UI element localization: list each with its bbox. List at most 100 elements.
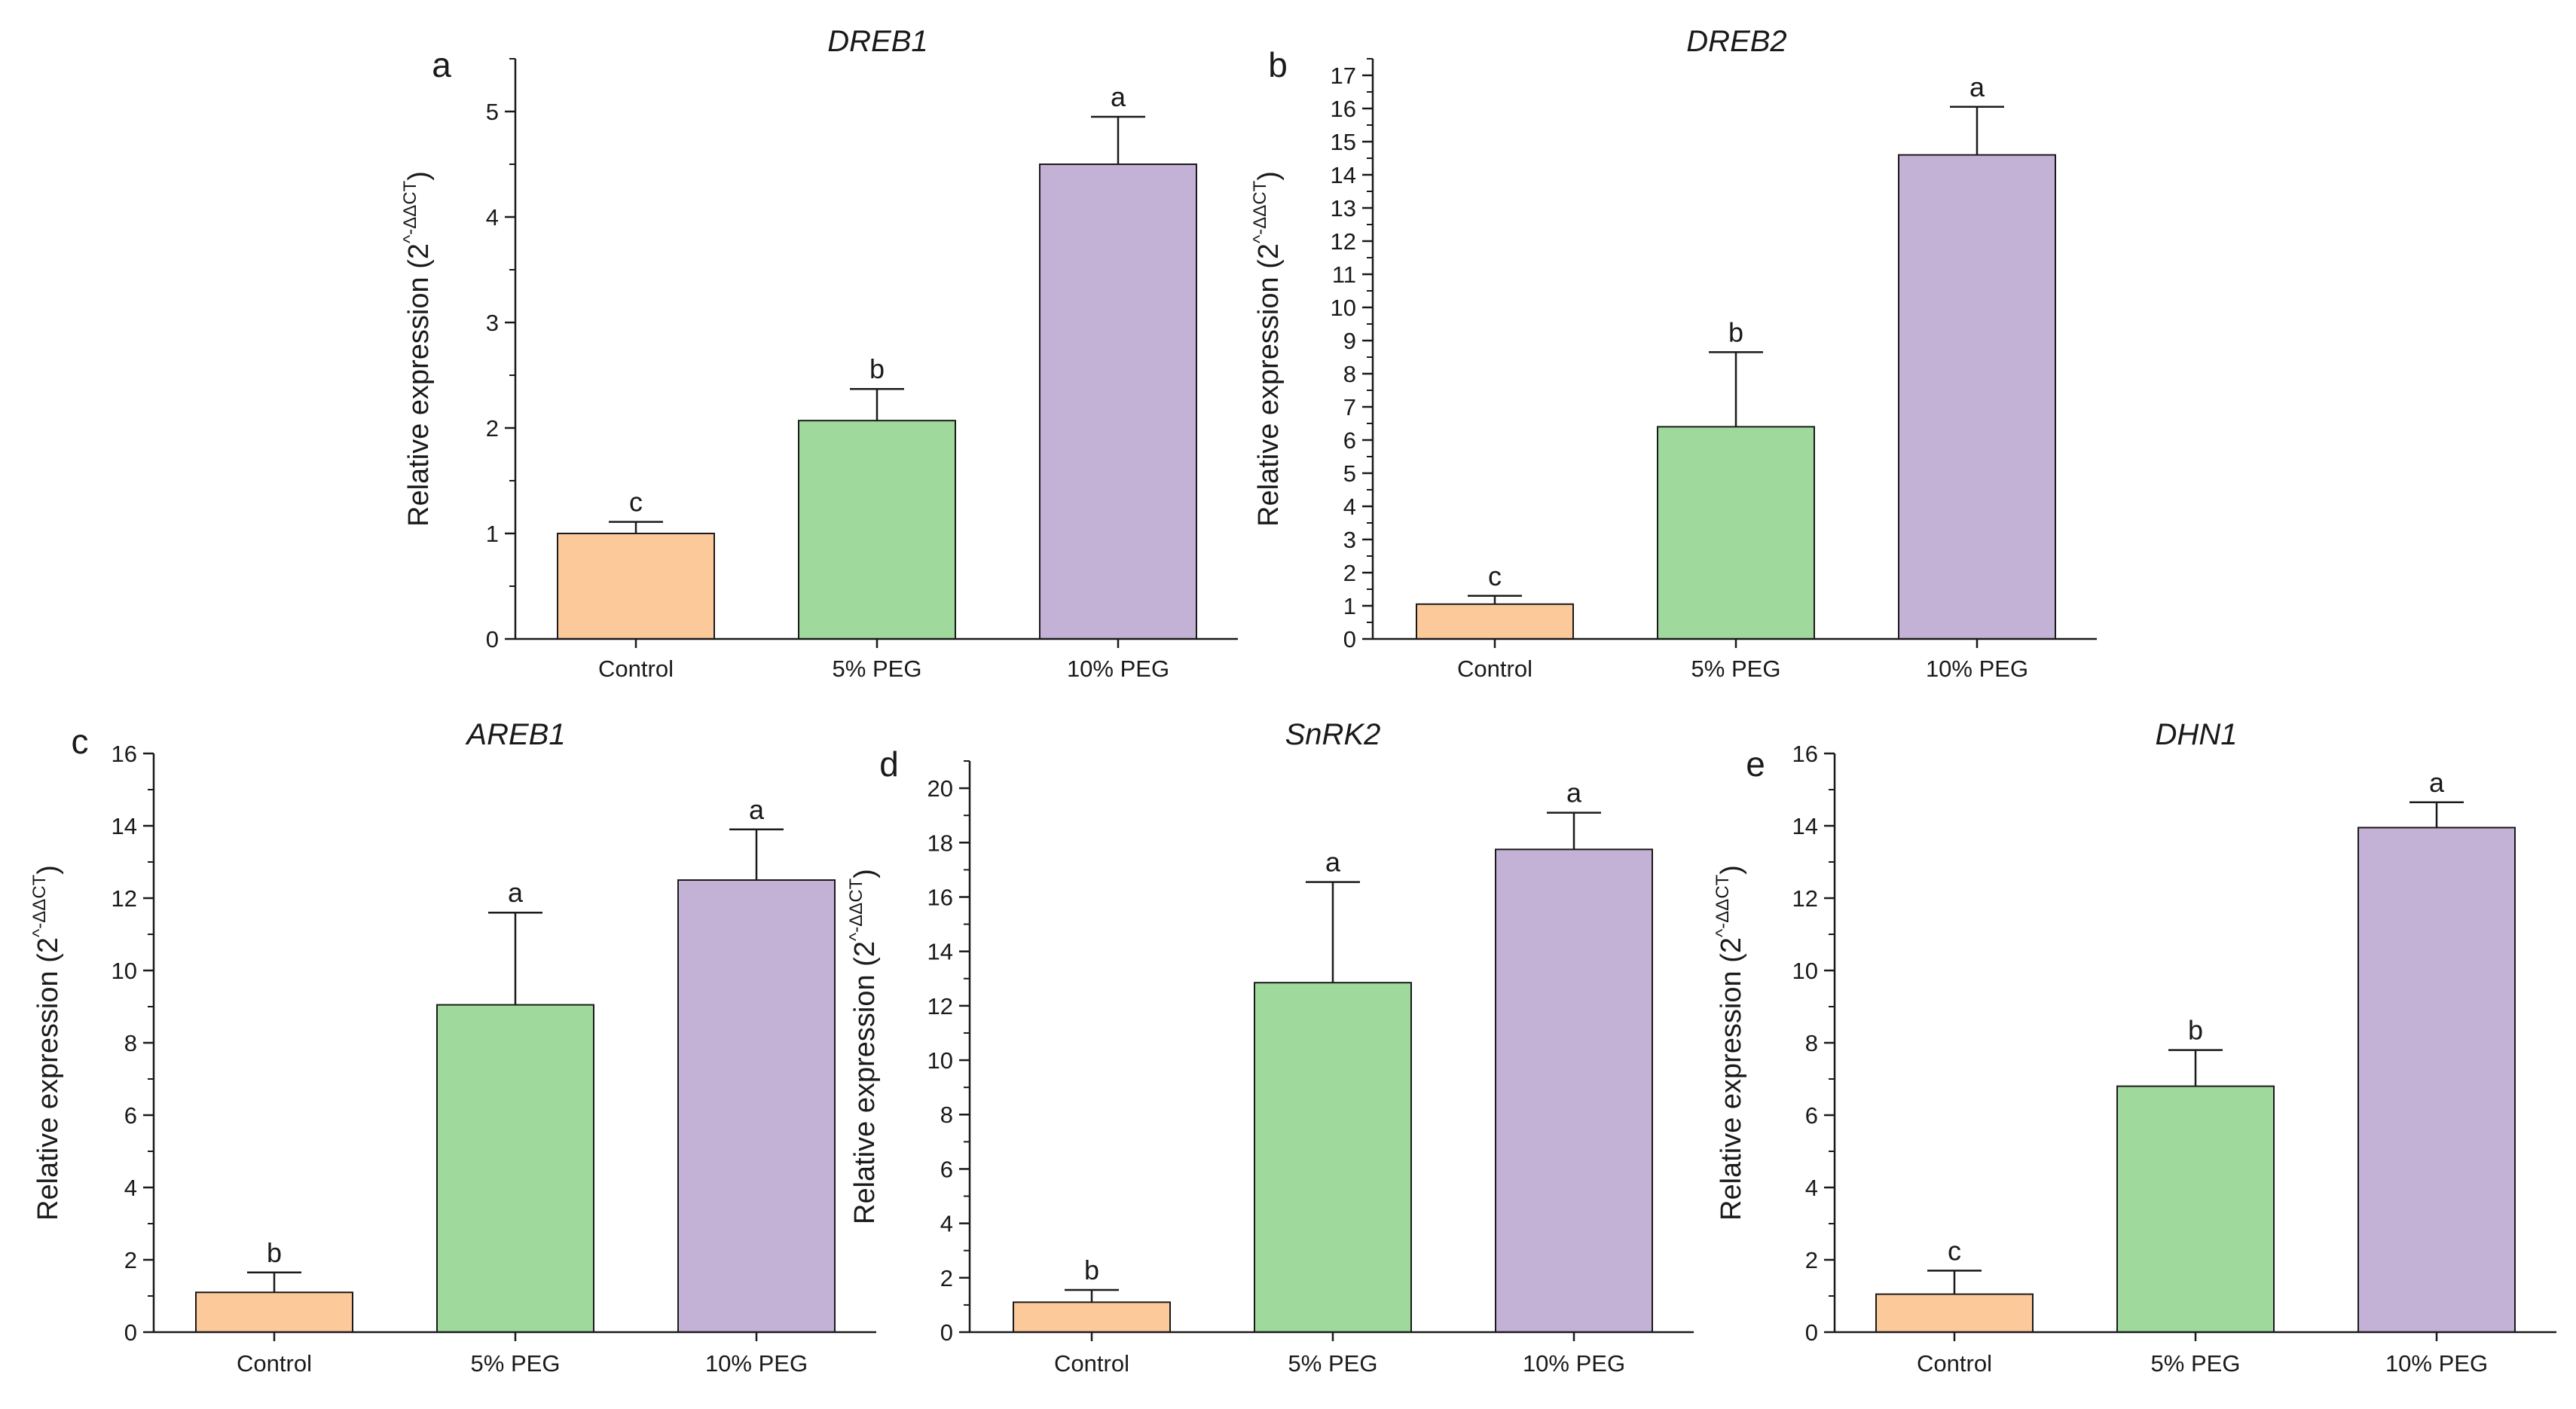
bar-peg5 bbox=[1657, 426, 1815, 640]
y-axis-label-superscript: ^-ΔΔCT bbox=[29, 874, 50, 937]
y-axis-label: Relative expression (2^-ΔΔCT) bbox=[846, 869, 881, 1224]
y-tick-label: 12 bbox=[1331, 228, 1356, 255]
y-tick-label: 4 bbox=[486, 204, 499, 231]
bar-control bbox=[1013, 1301, 1171, 1334]
bar-peg5 bbox=[1254, 982, 1412, 1333]
y-tick-label: 13 bbox=[1331, 195, 1356, 222]
chart-title: DREB1 bbox=[827, 25, 927, 58]
y-tick-label: 14 bbox=[1792, 813, 1818, 839]
category-label: 5% PEG bbox=[1288, 1350, 1378, 1377]
bar-peg10 bbox=[1495, 848, 1653, 1334]
panel-letter: a bbox=[432, 45, 451, 84]
y-tick-label: 12 bbox=[927, 993, 953, 1019]
y-tick-label: 9 bbox=[1343, 328, 1356, 354]
y-tick-label: 2 bbox=[124, 1247, 137, 1273]
y-axis-label-close: ) bbox=[403, 171, 435, 181]
y-axis-label-close: ) bbox=[849, 869, 881, 879]
y-tick-label: 8 bbox=[940, 1102, 953, 1128]
significance-letter: a bbox=[1111, 81, 1126, 112]
panel-letter: b bbox=[1268, 45, 1288, 84]
y-tick-label: 7 bbox=[1343, 394, 1356, 420]
y-tick-label: 6 bbox=[1805, 1102, 1818, 1129]
category-label: 10% PEG bbox=[705, 1350, 808, 1377]
panel-letter: e bbox=[1746, 744, 1765, 784]
y-tick-label: 2 bbox=[1805, 1247, 1818, 1273]
y-tick-label: 2 bbox=[1343, 560, 1356, 586]
category-label: 10% PEG bbox=[1926, 656, 2028, 682]
category-label: 10% PEG bbox=[1523, 1350, 1625, 1377]
bar-peg5 bbox=[798, 420, 956, 640]
significance-letter: c bbox=[629, 487, 643, 518]
bar-peg5 bbox=[436, 1004, 594, 1333]
y-tick-label: 20 bbox=[927, 775, 953, 802]
chart-title: SnRK2 bbox=[1285, 718, 1381, 751]
y-tick-label: 0 bbox=[1343, 626, 1356, 653]
category-label: Control bbox=[1457, 656, 1532, 682]
y-axis-label-text: Relative expression (2 bbox=[1716, 937, 1747, 1221]
significance-letter: a bbox=[1325, 847, 1341, 878]
bar-control bbox=[1416, 603, 1574, 640]
category-label: Control bbox=[1054, 1350, 1129, 1377]
chart-title: DREB2 bbox=[1686, 25, 1786, 58]
significance-letter: a bbox=[749, 794, 765, 825]
significance-letter: c bbox=[1948, 1235, 1961, 1266]
y-tick-label: 1 bbox=[1343, 593, 1356, 619]
category-label: 10% PEG bbox=[2385, 1350, 2488, 1377]
chart-d: SnRK2 d Relative expression (2^-ΔΔCT) b Cont… bbox=[846, 718, 1694, 1377]
y-tick-label: 16 bbox=[112, 741, 137, 767]
y-tick-label: 10 bbox=[927, 1047, 953, 1074]
y-axis-label-text: Relative expression (2 bbox=[403, 243, 435, 527]
y-tick-label: 3 bbox=[1343, 527, 1356, 553]
y-tick-label: 0 bbox=[486, 626, 499, 653]
y-axis-label: Relative expression (2^-ΔΔCT) bbox=[400, 171, 435, 527]
y-tick-label: 2 bbox=[940, 1265, 953, 1291]
significance-letter: a bbox=[508, 877, 524, 908]
y-axis-label: Relative expression (2^-ΔΔCT) bbox=[1713, 865, 1747, 1221]
category-label: 5% PEG bbox=[471, 1350, 561, 1377]
y-axis-label-superscript: ^-ΔΔCT bbox=[1713, 874, 1733, 937]
y-tick-label: 14 bbox=[1331, 162, 1356, 188]
significance-letter: b bbox=[1728, 316, 1743, 347]
y-tick-label: 17 bbox=[1331, 63, 1356, 89]
y-tick-label: 4 bbox=[940, 1211, 953, 1237]
y-axis-label-superscript: ^-ΔΔCT bbox=[846, 878, 866, 941]
chart-title: AREB1 bbox=[465, 718, 565, 751]
y-tick-label: 8 bbox=[1343, 361, 1356, 387]
chart-a: DREB1 a Relative expression (2^-ΔΔCT) c Cont… bbox=[400, 25, 1238, 682]
y-tick-label: 16 bbox=[1792, 741, 1818, 767]
y-tick-label: 10 bbox=[1331, 295, 1356, 321]
panel-letter: d bbox=[879, 744, 899, 784]
y-tick-label: 5 bbox=[486, 99, 499, 125]
significance-letter: b bbox=[2188, 1015, 2203, 1046]
significance-letter: a bbox=[2429, 767, 2445, 798]
chart-b: DREB2 b Relative expression (2^-ΔΔCT) c Cont… bbox=[1250, 25, 2097, 682]
category-label: Control bbox=[237, 1350, 312, 1377]
y-axis-label-close: ) bbox=[1253, 171, 1285, 181]
significance-letter: b bbox=[1084, 1255, 1099, 1285]
category-label: 5% PEG bbox=[2151, 1350, 2241, 1377]
y-tick-label: 10 bbox=[112, 958, 137, 984]
y-tick-label: 11 bbox=[1332, 261, 1356, 288]
y-tick-label: 16 bbox=[1331, 96, 1356, 122]
y-tick-label: 12 bbox=[112, 885, 137, 912]
category-label: Control bbox=[1917, 1350, 1992, 1377]
y-tick-label: 12 bbox=[1792, 885, 1818, 912]
bar-peg10 bbox=[1039, 164, 1197, 640]
y-tick-label: 2 bbox=[486, 415, 499, 442]
y-tick-label: 14 bbox=[112, 813, 137, 839]
y-axis-label: Relative expression (2^-ΔΔCT) bbox=[1250, 171, 1285, 527]
y-tick-label: 8 bbox=[124, 1030, 137, 1056]
significance-letter: b bbox=[869, 353, 885, 384]
category-label: 10% PEG bbox=[1067, 656, 1169, 682]
y-axis-label-text: Relative expression (2 bbox=[849, 941, 881, 1224]
bar-control bbox=[1875, 1293, 2034, 1333]
chart-e: DHN1 e Relative expression (2^-ΔΔCT) c Contr… bbox=[1713, 718, 2556, 1377]
significance-letter: a bbox=[1566, 778, 1582, 808]
significance-letter: b bbox=[267, 1237, 282, 1268]
y-tick-label: 8 bbox=[1805, 1030, 1818, 1056]
significance-letter: c bbox=[1488, 561, 1502, 591]
y-tick-label: 1 bbox=[486, 521, 499, 547]
y-tick-label: 4 bbox=[1805, 1175, 1818, 1201]
